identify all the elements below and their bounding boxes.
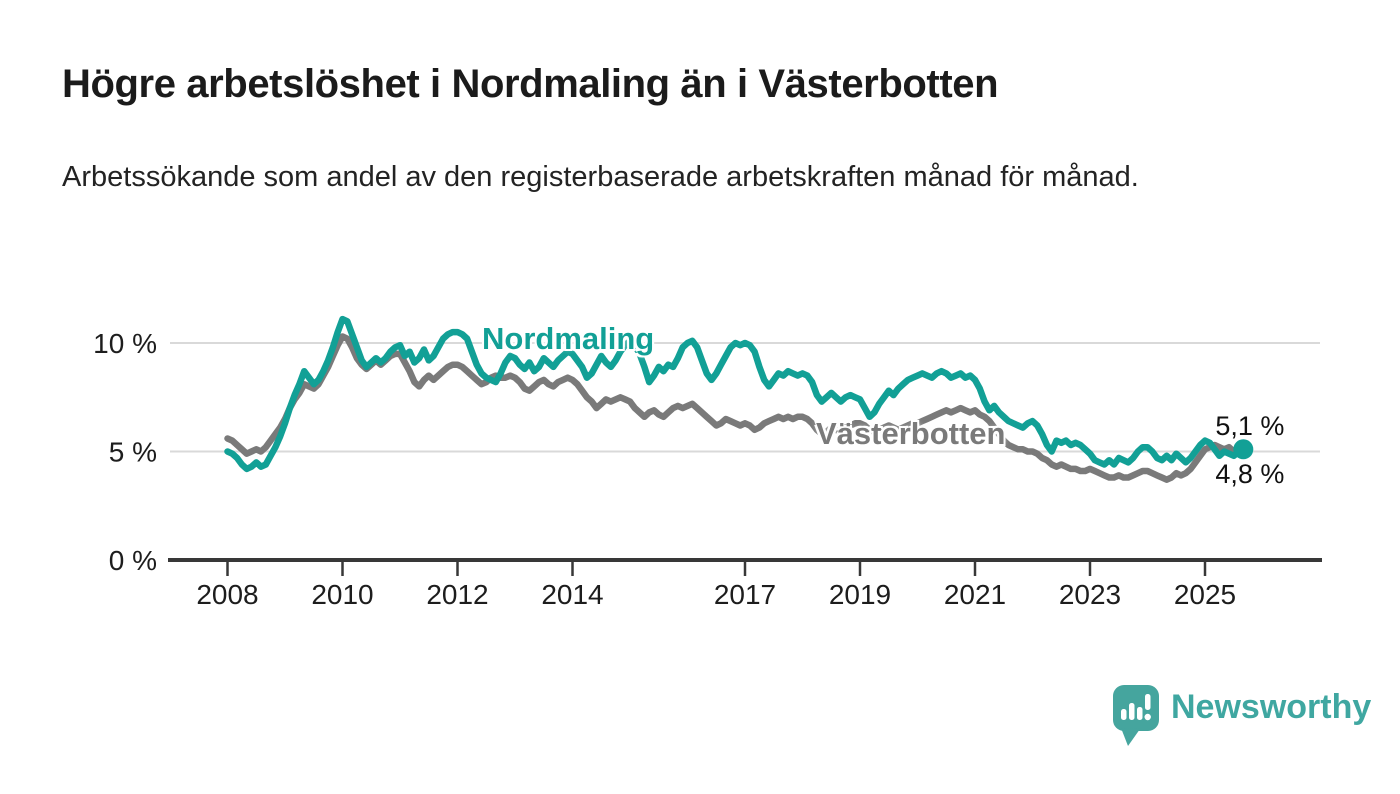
x-axis-label-2021: 2021 [944, 579, 1006, 610]
page-subtitle: Arbetssökande som andel av den registerb… [62, 161, 1139, 193]
y-axis-label-5: 5 % [109, 437, 157, 468]
x-axis-label-2010: 2010 [311, 579, 373, 610]
end-value-vasterbotten: 4,8 % [1215, 459, 1285, 489]
x-axis-label-2023: 2023 [1059, 579, 1121, 610]
x-axis-label-2008: 2008 [196, 579, 258, 610]
x-axis-label-2017: 2017 [714, 579, 776, 610]
series-label-vasterbotten: Västerbotten [816, 416, 1006, 451]
newsworthy-branding: Newsworthy [1112, 684, 1371, 748]
x-axis-label-2019: 2019 [829, 579, 891, 610]
series-line-nordmaling [224, 315, 1247, 473]
newsworthy-logo-text: Newsworthy [1171, 688, 1372, 726]
newsworthy-logo-icon [1113, 685, 1159, 746]
x-axis-label-2025: 2025 [1174, 579, 1236, 610]
y-axis-label-10: 10 % [93, 328, 157, 359]
latest-value-dot [1233, 439, 1254, 460]
series-label-nordmaling: Nordmaling [482, 321, 655, 356]
page-title: Högre arbetslöshet i Nordmaling än i Väs… [62, 62, 999, 106]
y-axis-label-0: 0 % [109, 545, 157, 576]
end-value-nordmaling: 5,1 % [1215, 411, 1285, 441]
x-axis-label-2014: 2014 [541, 579, 603, 610]
series-line-västerbotten [224, 333, 1247, 483]
x-axis-label-2012: 2012 [426, 579, 488, 610]
